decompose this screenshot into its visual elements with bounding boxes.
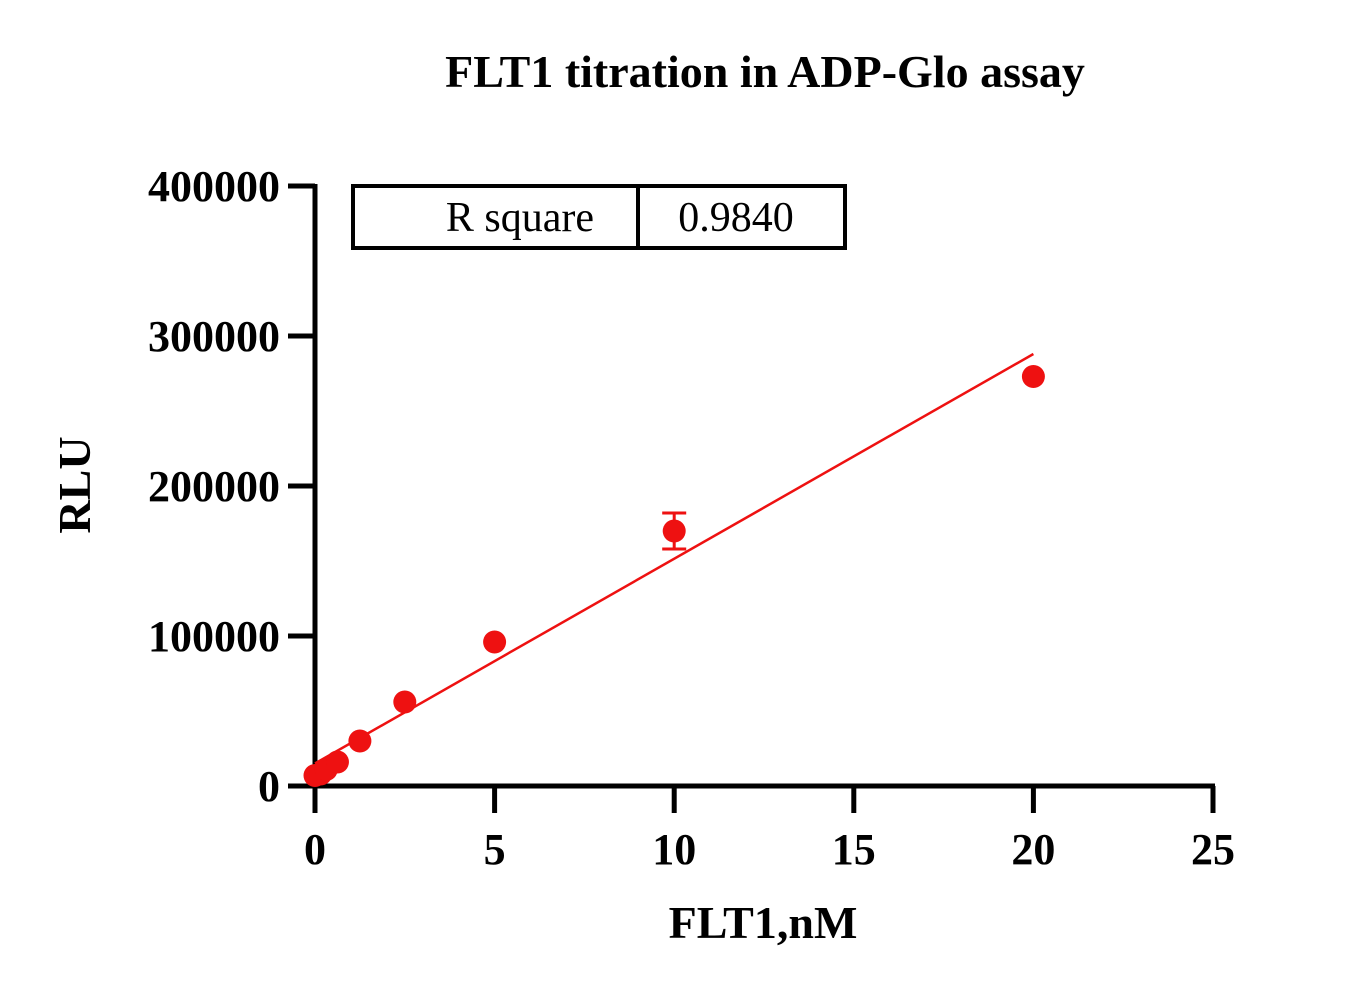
r-square-table: R square 0.9840 [351,184,847,250]
data-point [1021,365,1045,388]
r-square-table-border [351,184,847,250]
x-axis-ticks: 0 5 10 15 20 25 [304,786,1235,874]
fit-line [314,352,1035,765]
y-tick-label: 100000 [148,612,280,661]
data-point [483,630,507,654]
x-tick-label: 5 [484,825,506,874]
y-tick-label: 200000 [148,462,280,511]
regression-fit-line [314,352,1035,765]
y-tick-label: 300000 [148,312,280,361]
y-axis-ticks: 0 100000 200000 300000 400000 [148,162,315,811]
r-square-value: 0.9840 [678,195,794,241]
y-tick-label: 0 [258,762,280,811]
x-tick-label: 0 [304,825,326,874]
x-tick-label: 25 [1191,825,1235,874]
chart-title: FLT1 titration in ADP-Glo assay [445,46,1085,97]
y-axis-label: RLU [49,436,100,533]
x-tick-label: 10 [652,825,696,874]
data-point [348,729,372,753]
data-point [325,750,349,774]
r-square-label: R square [446,195,594,241]
data-point [662,519,686,543]
x-tick-label: 15 [832,825,876,874]
data-points [303,365,1045,787]
x-tick-label: 20 [1011,825,1055,874]
x-axis-label: FLT1,nM [669,897,858,948]
data-point [393,690,417,714]
y-tick-label: 400000 [148,162,280,211]
